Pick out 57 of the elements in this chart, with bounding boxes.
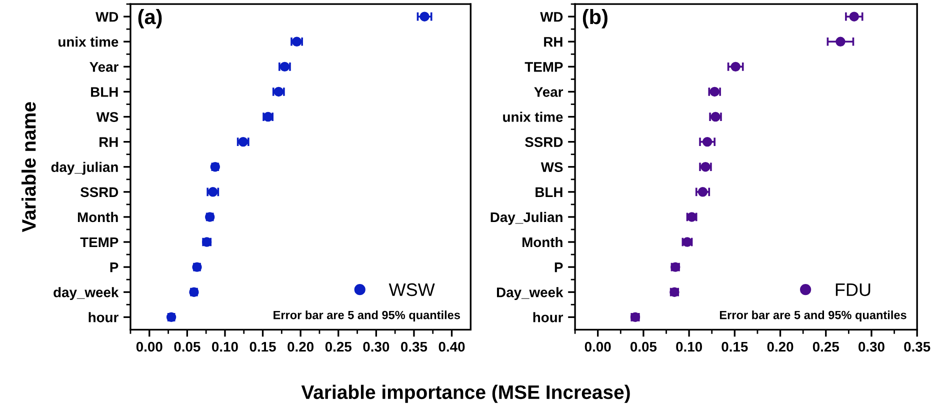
x-tick-label: 0.35 (904, 342, 930, 352)
y-tick-label: WS (96, 112, 118, 122)
y-tick-label: WD (96, 12, 118, 22)
y-tick-label: SSRD (525, 137, 563, 147)
chart-title: (a) (138, 8, 162, 28)
y-tick-label: unix time (503, 112, 563, 122)
chart-title: (b) (582, 8, 608, 28)
y-tick-label: Day_week (496, 287, 564, 300)
y-tick-label: P (554, 262, 563, 272)
x-tick-label: 0.20 (767, 342, 794, 352)
y-tick-label: TEMP (80, 237, 118, 248)
x-tick-label: 0.05 (174, 342, 200, 352)
y-tick-label: RH (100, 137, 118, 147)
y-tick-label: WS (540, 162, 563, 172)
x-tick-label: 0.10 (676, 342, 702, 352)
x-tick-label: 0.30 (858, 342, 884, 352)
x-tick-label: 0.20 (288, 342, 314, 352)
x-tick-label: 0.25 (325, 342, 352, 352)
y-tick-label: day_julian (51, 162, 118, 175)
point (702, 136, 712, 147)
y-tick-label: Day_Julian (490, 212, 562, 225)
annotation: Error bar are 5 and 95% quantiles (720, 310, 906, 322)
y-tick-label: hour (533, 312, 564, 322)
y-tick-label: BLH (536, 187, 562, 197)
point (730, 62, 740, 72)
x-tick-label: 0.15 (722, 342, 748, 352)
y-tick-label: hour (88, 312, 118, 322)
x-axis-title: Variable importance (MSE Increase) (301, 384, 630, 403)
y-tick-label: day_week (54, 287, 119, 300)
y-tick-label: RH (544, 37, 562, 47)
x-tick-label: 0.15 (250, 342, 276, 352)
y-tick-label: BLH (91, 87, 118, 97)
y-tick-label: SSRD (80, 187, 118, 198)
point (836, 36, 846, 46)
point (420, 12, 430, 22)
legend-label: WSW (388, 283, 435, 296)
y-tick-label: unix time (58, 36, 118, 47)
y-tick-label: Year (534, 87, 564, 97)
x-tick-label: 0.30 (363, 342, 390, 352)
x-tick-label: 0.40 (438, 342, 465, 352)
x-tick-label: 0.25 (812, 342, 840, 352)
x-tick-label: 0.05 (630, 342, 657, 352)
y-tick-label: WD (540, 12, 563, 22)
x-tick-label: 0.00 (584, 342, 611, 352)
annotation: Error bar are 5 and 95% quantiles (274, 310, 460, 322)
y-tick-label: P (110, 262, 118, 272)
y-axis-title: Variable name (22, 102, 36, 232)
x-tick-label: 0.35 (401, 342, 428, 352)
legend-label: FDU (836, 283, 870, 296)
point (849, 12, 860, 22)
y-tick-label: Year (90, 62, 118, 72)
y-tick-label: TEMP (524, 62, 563, 72)
x-tick-label: 0.10 (212, 342, 238, 352)
x-tick-label: 0.00 (136, 342, 162, 352)
y-tick-label: Month (522, 236, 562, 248)
point (698, 187, 708, 197)
y-tick-label: Month (78, 212, 118, 222)
